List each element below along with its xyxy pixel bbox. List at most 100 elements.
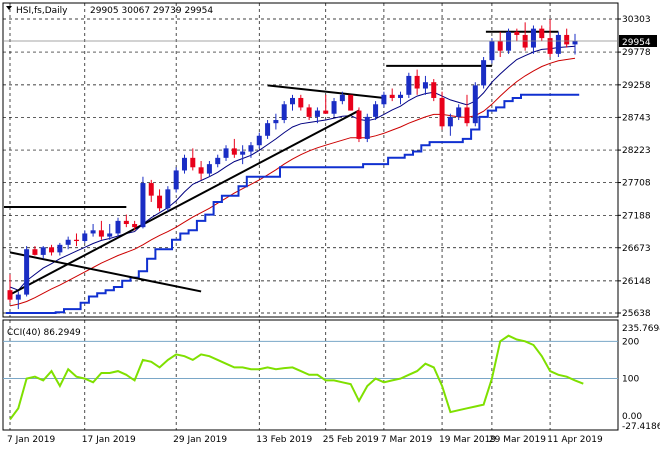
candle-body	[439, 97, 445, 127]
candle-body	[456, 107, 462, 117]
triangle-down-icon[interactable]	[6, 6, 12, 10]
candle-body	[215, 157, 221, 165]
cci-tick-label: -27.4186	[622, 422, 660, 432]
candle-body	[173, 170, 179, 190]
candle-body	[148, 183, 154, 196]
price-tick-label: 30303	[622, 15, 651, 25]
candle-body	[240, 151, 246, 155]
candle-body	[431, 82, 437, 98]
price-tick-label: 27708	[622, 179, 651, 189]
candle-body	[323, 110, 329, 114]
candle-body	[265, 123, 271, 136]
price-tick-label: 29258	[622, 81, 651, 91]
candle-body	[40, 247, 46, 255]
cci-tick-label: 0.00	[622, 412, 642, 422]
candle-body	[281, 104, 287, 121]
candle-body	[140, 183, 146, 228]
candle-body	[539, 28, 545, 39]
time-tick-label: 17 Jan 2019	[82, 435, 136, 445]
cci-line	[9, 334, 584, 421]
trail_stop-line	[5, 93, 580, 314]
time-tick-label: 13 Feb 2019	[256, 435, 312, 445]
price-tick-label: 28223	[622, 146, 651, 156]
trendline-1	[9, 251, 202, 293]
price-tick-label: 27188	[622, 211, 651, 221]
candle-body	[123, 220, 129, 225]
candle-body	[7, 290, 13, 300]
symbol-label: HSI,fs,Daily	[16, 6, 68, 16]
candle-body	[115, 220, 121, 234]
candlestick-series	[7, 19, 578, 310]
cci-tick-label: 200	[622, 337, 639, 347]
candle-body	[181, 157, 187, 171]
candle-body	[256, 135, 262, 146]
price-tick-label: 26673	[622, 244, 651, 254]
price-tick-label: 26148	[622, 277, 651, 287]
candle-body	[231, 148, 237, 155]
candle-body	[339, 94, 345, 102]
chart-overlays	[4, 30, 580, 314]
time-tick-label: 11 Apr 2019	[547, 435, 603, 445]
candle-body	[298, 97, 304, 108]
time-tick-label: 7 Mar 2019	[381, 435, 433, 445]
time-tick-label: 29 Jan 2019	[173, 435, 227, 445]
candle-body	[107, 233, 113, 237]
candle-body	[290, 97, 295, 105]
ohlc-values: 29905 30067 29739 29954	[90, 6, 213, 16]
candle-body	[381, 94, 387, 105]
candle-body	[497, 41, 503, 51]
candle-body	[331, 101, 337, 114]
candle-body	[481, 60, 487, 86]
candle-body	[73, 239, 79, 242]
candle-body	[223, 148, 229, 158]
candle-body	[82, 233, 88, 242]
candle-body	[306, 107, 312, 117]
candle-body	[15, 294, 21, 300]
candle-body	[414, 75, 420, 89]
candle-body	[364, 116, 370, 139]
candle-body	[273, 120, 279, 124]
candle-body	[348, 94, 354, 111]
ma_slow-line	[9, 57, 576, 307]
price-tick-label: 25638	[622, 309, 651, 319]
candle-body	[356, 110, 362, 139]
ma_fast-line	[9, 45, 576, 291]
candle-body	[206, 164, 212, 174]
candle-body	[555, 34, 561, 54]
time-tick-label: 25 Feb 2019	[323, 435, 379, 445]
candle-body	[190, 157, 196, 168]
candle-body	[248, 145, 254, 152]
candle-body	[389, 94, 395, 98]
candle-body	[464, 107, 470, 124]
candle-body	[398, 94, 404, 98]
time-tick-label: 7 Jan 2019	[7, 435, 55, 445]
candle-body	[472, 85, 478, 124]
candle-body	[157, 195, 163, 209]
cci-label: CCI(40) 86.2949	[7, 328, 81, 338]
candle-body	[564, 34, 570, 45]
time-axis: 7 Jan 2019 17 Jan 2019 29 Jan 2019 13 Feb 2…	[7, 435, 603, 445]
current-price-label: 29954	[622, 38, 651, 48]
candle-body	[24, 249, 30, 295]
grid-lines	[3, 3, 618, 430]
cci-tick-label: 100	[622, 375, 639, 385]
candle-body	[198, 167, 204, 174]
cci-tick-label: 235.7694	[622, 324, 660, 334]
candle-body	[514, 31, 520, 35]
candle-body	[373, 104, 379, 117]
candle-body	[98, 230, 104, 237]
candle-body	[422, 82, 428, 89]
candle-body	[49, 247, 55, 253]
time-tick-label: 19 Mar 2019	[439, 435, 496, 445]
candle-body	[447, 116, 453, 127]
main-pane-frame	[2, 2, 619, 318]
candle-body	[90, 230, 96, 234]
candle-body	[32, 249, 38, 255]
price-tick-label: 28743	[622, 113, 651, 123]
candle-body	[132, 224, 138, 228]
trendline-2	[267, 84, 385, 99]
price-tick-label: 29778	[622, 48, 651, 58]
cci-series	[9, 334, 584, 421]
